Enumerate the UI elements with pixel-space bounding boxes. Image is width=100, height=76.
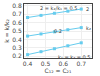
- svg-text:C₁₂ = C₂₁: C₁₂ = C₂₁: [45, 67, 72, 74]
- svg-text:0.4: 0.4: [23, 60, 33, 67]
- svg-text:0.6: 0.6: [59, 60, 69, 67]
- svg-text:k₁ = k₂ = 0.5: k₁ = k₂ = 0.5: [58, 54, 91, 60]
- svg-text:0.5: 0.5: [41, 60, 51, 67]
- svg-text:0.4: 0.4: [12, 36, 22, 43]
- svg-text:0.7: 0.7: [76, 60, 86, 67]
- svg-text:0.7: 0.7: [12, 10, 22, 17]
- svg-text:0.2: 0.2: [54, 28, 62, 34]
- svg-text:0.8: 0.8: [12, 2, 22, 9]
- svg-text:0.6: 0.6: [12, 19, 22, 26]
- svg-text:2: 2: [86, 6, 89, 12]
- svg-text:0.2: 0.2: [12, 52, 22, 59]
- svg-text:2 = k₂/k₁ = 0.5: 2 = k₂/k₁ = 0.5: [40, 5, 77, 11]
- svg-text:0.3: 0.3: [12, 44, 22, 51]
- svg-text:k₂: k₂: [86, 25, 91, 31]
- svg-text:0.5: 0.5: [12, 27, 22, 34]
- svg-text:k = k/k₂: k = k/k₂: [3, 19, 10, 43]
